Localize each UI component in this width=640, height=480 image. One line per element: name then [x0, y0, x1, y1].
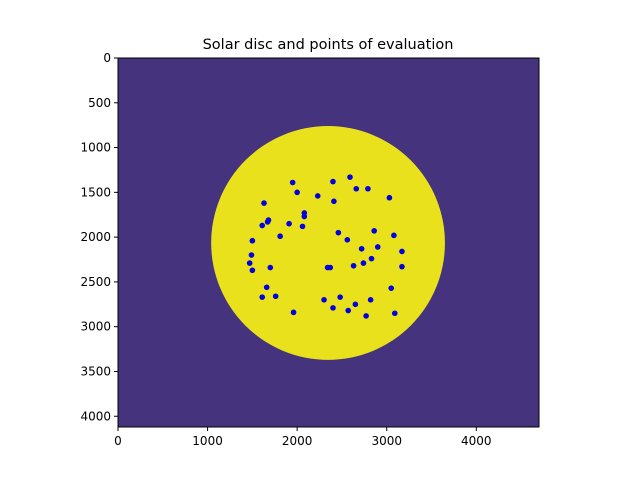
evaluation-point	[272, 293, 279, 300]
y-tick-label: 4000	[80, 409, 111, 423]
evaluation-point	[374, 244, 381, 250]
evaluation-point	[259, 222, 266, 229]
evaluation-point	[360, 260, 367, 266]
evaluation-point	[391, 232, 397, 239]
y-tick-label: 2000	[80, 230, 111, 244]
evaluation-point	[399, 248, 405, 255]
evaluation-point	[321, 297, 327, 303]
evaluation-point	[331, 198, 337, 205]
evaluation-point	[350, 262, 357, 269]
evaluation-point	[248, 252, 255, 258]
x-tick-label: 2000	[282, 434, 313, 448]
y-tick-label: 3000	[80, 320, 111, 334]
evaluation-point	[259, 294, 266, 300]
chart-title: Solar disc and points of evaluation	[203, 37, 454, 53]
evaluation-point	[363, 313, 369, 319]
evaluation-point	[314, 193, 321, 199]
x-axis: 0 1000 2000 3000 4000	[114, 427, 492, 448]
evaluation-point	[368, 255, 375, 262]
evaluation-point	[277, 233, 283, 240]
evaluation-point	[388, 285, 395, 291]
y-tick-label: 1500	[80, 185, 111, 199]
evaluation-point	[335, 229, 342, 236]
x-tick-label: 3000	[371, 434, 402, 448]
y-tick-label: 500	[88, 96, 111, 110]
evaluation-point	[352, 301, 359, 308]
axes-frame	[117, 57, 540, 428]
evaluation-point	[289, 179, 296, 186]
y-axis: 0 500 1000 1500 2000 2500 3000 3500 4000	[80, 51, 118, 423]
evaluation-point	[367, 297, 374, 303]
evaluation-point	[286, 220, 292, 227]
evaluation-point	[327, 264, 334, 271]
y-tick-label: 0	[103, 51, 111, 65]
evaluation-point	[264, 219, 271, 225]
x-tick-label: 0	[114, 434, 122, 448]
evaluation-point	[353, 185, 360, 192]
evaluation-point	[261, 200, 267, 206]
plot-area	[117, 57, 540, 428]
evaluation-point	[347, 174, 353, 180]
evaluation-point	[294, 189, 300, 196]
solar-disc	[211, 126, 445, 360]
evaluation-point	[386, 194, 393, 201]
x-tick-label: 4000	[461, 434, 492, 448]
evaluation-point	[358, 245, 365, 252]
evaluation-point	[345, 307, 352, 314]
y-tick-label: 3500	[80, 364, 111, 378]
evaluation-point	[263, 284, 270, 291]
evaluation-point	[299, 223, 306, 230]
evaluation-point	[399, 263, 405, 270]
x-tick-label: 1000	[192, 434, 223, 448]
evaluation-point	[246, 260, 253, 266]
y-tick-label: 2500	[80, 275, 111, 289]
evaluation-point	[301, 213, 308, 220]
evaluation-points	[246, 174, 405, 319]
evaluation-point	[337, 294, 343, 300]
evaluation-point	[344, 237, 351, 243]
y-tick-label: 1000	[80, 141, 111, 155]
evaluation-point	[330, 305, 336, 311]
evaluation-point	[371, 228, 377, 234]
evaluation-point	[290, 309, 297, 316]
evaluation-point	[330, 178, 336, 185]
evaluation-point	[365, 185, 371, 192]
evaluation-point	[391, 310, 398, 317]
evaluation-point	[249, 237, 256, 244]
evaluation-point	[249, 267, 256, 274]
evaluation-point	[267, 264, 274, 271]
